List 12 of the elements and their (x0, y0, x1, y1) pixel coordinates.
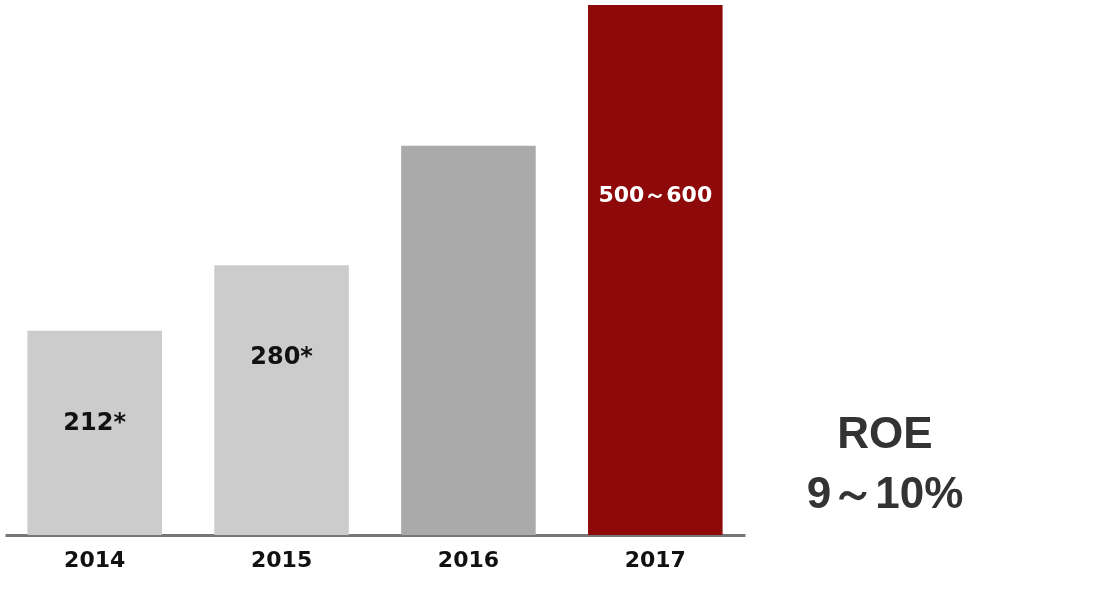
annotation: 500～600 (598, 182, 713, 207)
x-tick-label: 2015 (250, 546, 313, 572)
x-tick-label: 2014 (64, 546, 126, 572)
x-tick-label: 2016 (437, 546, 500, 572)
bar (214, 265, 349, 535)
x-tick-label: 2017 (624, 546, 686, 572)
data-label: 280* (250, 342, 314, 371)
data-label: 212* (63, 407, 127, 436)
bar (27, 330, 162, 535)
text: ROE 9～10% (806, 408, 964, 517)
bar (588, 5, 723, 535)
bar (401, 145, 536, 535)
